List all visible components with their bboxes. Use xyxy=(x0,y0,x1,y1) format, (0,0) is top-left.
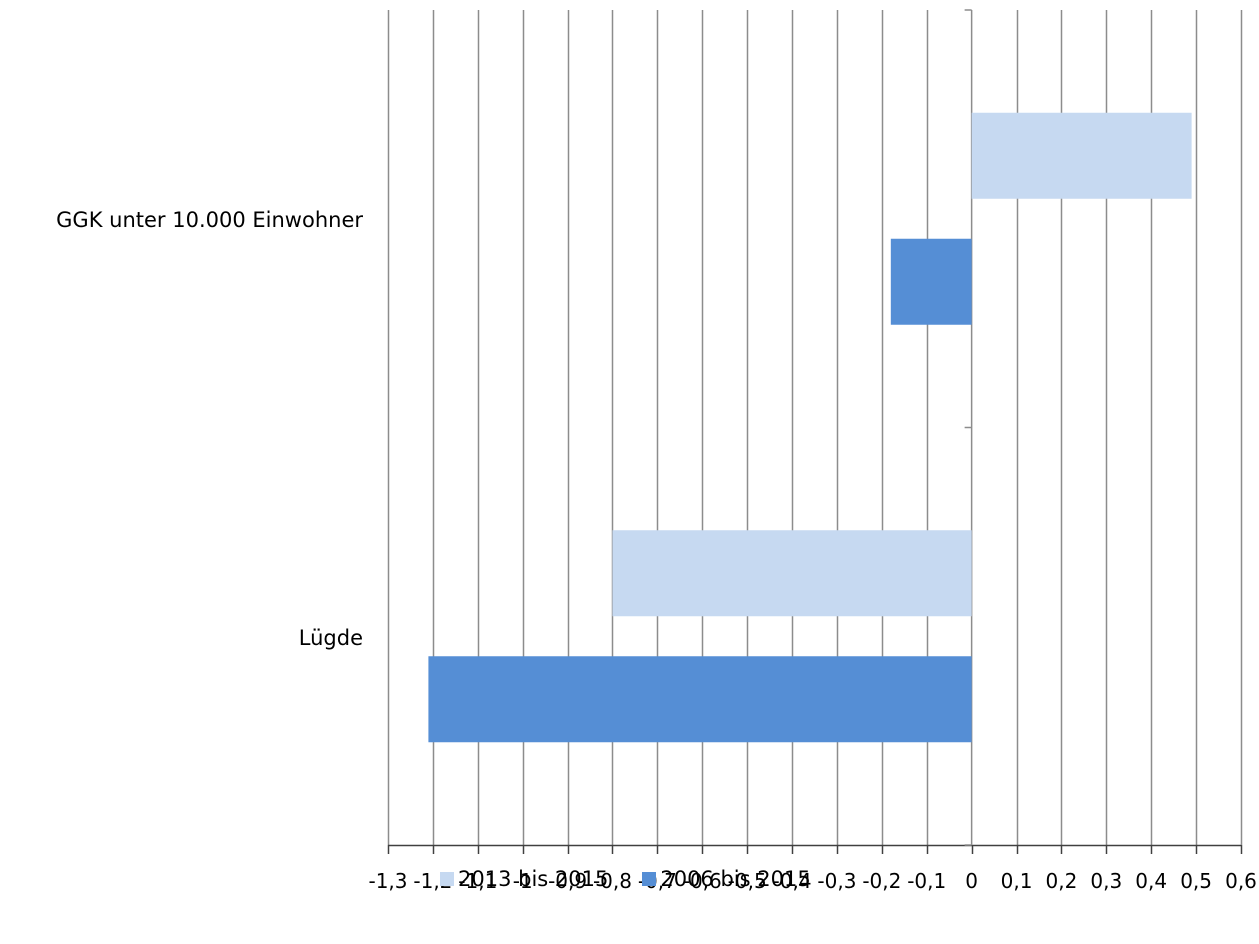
category-label-0: GGK unter 10.000 Einwohner xyxy=(56,208,363,232)
x-tick-label-15: 0,2 xyxy=(1046,869,1078,893)
x-tick-label-5: -0,8 xyxy=(593,869,632,893)
legend-item-2006-2015: 2006 bis 2015 xyxy=(642,867,811,891)
x-tick-label-11: -0,2 xyxy=(862,869,901,893)
x-tick-label-17: 0,4 xyxy=(1135,869,1167,893)
legend-swatch-2013-2015 xyxy=(440,872,454,886)
x-tick-label-8: -0,5 xyxy=(728,869,767,893)
category-labels: GGK unter 10.000 Einwohner Lügde xyxy=(56,208,363,650)
bar-2006-bis-2015-cat-0 xyxy=(890,238,972,325)
legend-label-2006-2015: 2006 bis 2015 xyxy=(660,867,811,891)
x-tick-label-7: -0,6 xyxy=(683,869,722,893)
x-tick-label-19: 0,6 xyxy=(1225,869,1257,893)
x-tick-labels: -1,3 -1,2 -1,1 -1 -0,9 -0,8 -0,7 -0,6 -0,5 -0,4 -0… xyxy=(368,869,1256,893)
legend-label-2013-2015: 2013 bis 2015 xyxy=(458,867,609,891)
x-tick-label-18: 0,5 xyxy=(1180,869,1212,893)
x-tick-label-9: -0,4 xyxy=(773,869,812,893)
bar-2013-bis-2015-cat-0 xyxy=(971,112,1192,199)
x-tick-label-10: -0,3 xyxy=(817,869,856,893)
x-tick-label-14: 0,1 xyxy=(1001,869,1033,893)
legend: 2013 bis 2015 2006 bis 2015 xyxy=(440,864,811,894)
legend-item-2013-2015: 2013 bis 2015 xyxy=(440,867,608,891)
x-tick-label-3: -1 xyxy=(513,869,533,893)
x-tick-label-4: -0,9 xyxy=(548,869,587,893)
bars xyxy=(428,112,1192,743)
bar-2006-bis-2015-cat-1 xyxy=(428,656,972,743)
x-tick-label-13: 0 xyxy=(965,869,978,893)
x-tick-label-16: 0,3 xyxy=(1090,869,1122,893)
bar-2013-bis-2015-cat-1 xyxy=(612,530,972,617)
x-tick-label-2: -1,1 xyxy=(458,869,497,893)
x-tick-label-0: -1,3 xyxy=(368,869,407,893)
category-label-1: Lügde xyxy=(299,626,363,650)
x-tick-label-12: -0,1 xyxy=(907,869,946,893)
legend-swatch-2006-2015 xyxy=(642,872,657,886)
